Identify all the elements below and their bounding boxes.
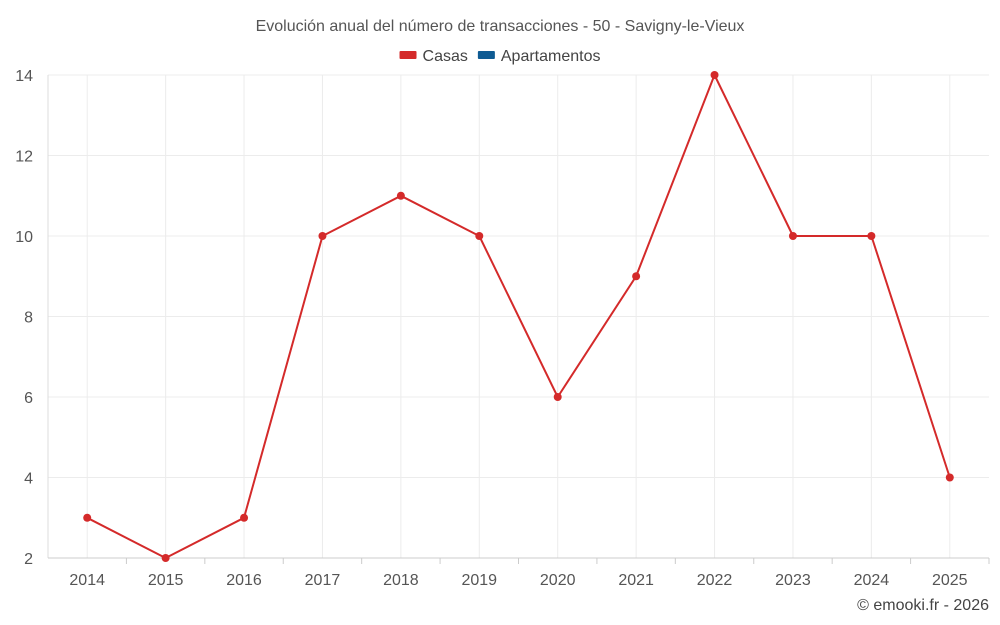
y-tick-label: 12 xyxy=(15,149,33,166)
series-casas xyxy=(83,71,954,562)
x-tick-label: 2015 xyxy=(148,572,184,589)
data-point[interactable] xyxy=(318,232,327,240)
y-tick-label: 6 xyxy=(24,390,33,407)
x-tick-label: 2019 xyxy=(461,572,497,589)
data-point[interactable] xyxy=(788,232,797,240)
grid-lines xyxy=(48,74,989,558)
data-point[interactable] xyxy=(945,473,954,482)
data-point[interactable] xyxy=(475,232,484,240)
legend-swatch-casas[interactable] xyxy=(399,51,417,59)
x-tick-label: 2017 xyxy=(305,572,341,589)
data-point[interactable] xyxy=(632,272,641,281)
x-tick-labels: 2014 2015 2016 2017 2018 2019 2020 2021 2022 2023… xyxy=(69,572,967,589)
chart-title: Evolución anual del número de transaccio… xyxy=(256,18,745,35)
data-point[interactable] xyxy=(710,71,719,79)
credit-text: © emooki.fr - 2026 xyxy=(857,597,989,614)
legend-label: Casas xyxy=(423,48,468,65)
series-line xyxy=(86,74,951,559)
data-point[interactable] xyxy=(83,513,92,522)
x-tick-label: 2024 xyxy=(854,572,890,589)
y-tick-label: 2 xyxy=(24,551,33,568)
y-tick-label: 14 xyxy=(15,68,33,85)
data-point[interactable] xyxy=(867,232,876,240)
axes xyxy=(47,75,990,564)
x-tick-label: 2022 xyxy=(697,572,733,589)
x-tick-label: 2023 xyxy=(775,572,811,589)
y-tick-labels: 2 4 6 8 10 12 14 xyxy=(15,68,33,568)
legend: Casas Apartamentos xyxy=(399,48,601,65)
legend-label: Apartamentos xyxy=(501,48,601,65)
x-tick-label: 2014 xyxy=(69,572,105,589)
series-layer xyxy=(83,71,954,562)
x-tick-label: 2020 xyxy=(540,572,576,589)
data-point[interactable] xyxy=(240,513,249,522)
data-point[interactable] xyxy=(396,191,405,200)
x-tick-label: 2018 xyxy=(383,572,419,589)
y-tick-label: 8 xyxy=(24,310,33,327)
x-tick-label: 2021 xyxy=(618,572,654,589)
x-tick-label: 2016 xyxy=(226,572,262,589)
data-point[interactable] xyxy=(161,554,170,562)
legend-swatch-apartamentos[interactable] xyxy=(477,51,495,59)
data-point[interactable] xyxy=(553,393,562,401)
x-tick-label: 2025 xyxy=(932,572,968,589)
y-tick-label: 4 xyxy=(24,471,33,488)
y-tick-label: 10 xyxy=(15,229,33,246)
